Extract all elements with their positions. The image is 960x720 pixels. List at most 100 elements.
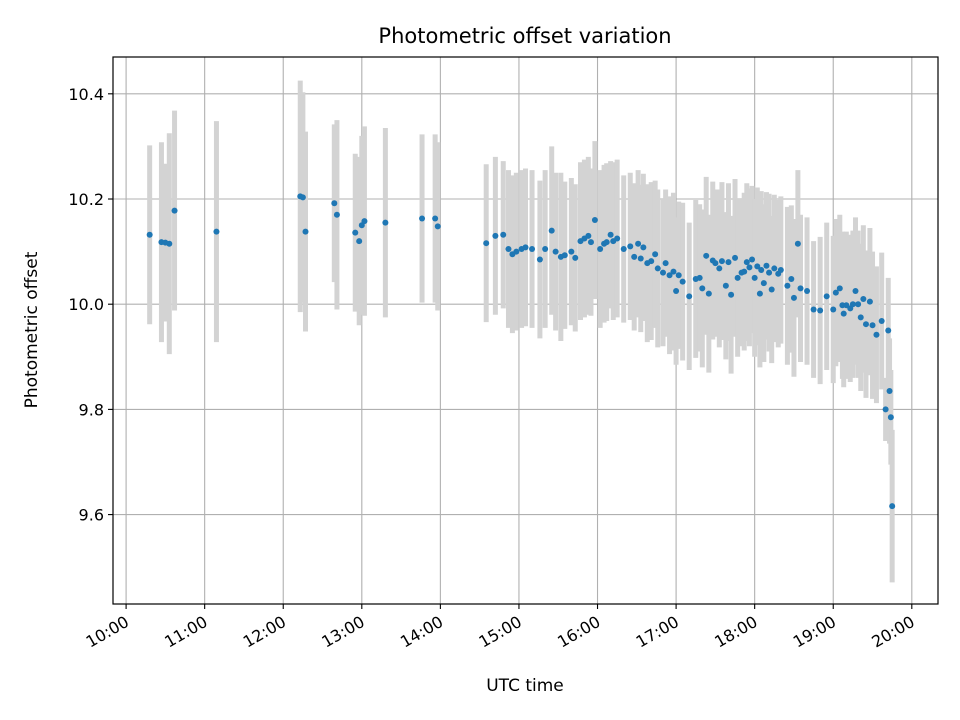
data-point bbox=[587, 239, 594, 246]
data-point bbox=[213, 228, 220, 235]
data-points bbox=[146, 193, 896, 510]
data-point bbox=[561, 252, 568, 259]
data-point bbox=[536, 256, 543, 263]
data-point bbox=[635, 240, 642, 247]
data-point bbox=[751, 274, 758, 281]
data-point bbox=[631, 253, 638, 260]
data-point bbox=[852, 288, 859, 295]
data-point bbox=[705, 290, 712, 297]
data-point bbox=[432, 215, 439, 222]
data-point bbox=[548, 227, 555, 234]
data-point bbox=[620, 245, 627, 252]
data-point bbox=[732, 254, 739, 261]
data-point bbox=[857, 314, 864, 321]
data-point bbox=[743, 259, 750, 266]
data-point bbox=[763, 262, 770, 269]
data-point bbox=[637, 255, 644, 262]
data-point bbox=[299, 194, 306, 201]
data-point bbox=[699, 285, 706, 292]
data-point bbox=[640, 244, 647, 251]
data-point bbox=[171, 207, 178, 214]
data-point bbox=[804, 288, 811, 295]
data-point bbox=[741, 268, 748, 275]
data-point bbox=[756, 290, 763, 297]
data-point bbox=[673, 288, 680, 295]
y-tick-label: 9.6 bbox=[79, 506, 104, 525]
data-point bbox=[522, 244, 529, 251]
y-tick-label: 10.4 bbox=[68, 85, 104, 104]
data-point bbox=[652, 251, 659, 258]
data-point bbox=[746, 264, 753, 271]
data-point bbox=[754, 263, 761, 270]
data-point bbox=[771, 265, 778, 272]
data-point bbox=[662, 260, 669, 267]
data-point bbox=[703, 252, 710, 259]
data-point bbox=[500, 231, 507, 238]
data-point bbox=[542, 245, 549, 252]
data-point bbox=[718, 258, 725, 265]
data-point bbox=[552, 248, 559, 255]
data-point bbox=[603, 239, 610, 246]
data-point bbox=[790, 294, 797, 301]
data-point bbox=[725, 259, 732, 266]
data-point bbox=[749, 256, 756, 263]
data-point bbox=[361, 218, 368, 225]
data-point bbox=[333, 211, 340, 218]
data-point bbox=[585, 232, 592, 239]
data-point bbox=[686, 293, 693, 300]
y-tick-label: 10.0 bbox=[68, 295, 104, 314]
data-point bbox=[768, 286, 775, 293]
data-point bbox=[722, 282, 729, 289]
data-point bbox=[885, 327, 892, 334]
data-point bbox=[331, 200, 338, 207]
plot-frame bbox=[112, 56, 939, 605]
data-point bbox=[728, 291, 735, 298]
data-point bbox=[836, 285, 843, 292]
data-point bbox=[568, 248, 575, 255]
data-point bbox=[832, 289, 839, 296]
data-point bbox=[591, 217, 598, 224]
data-point bbox=[794, 240, 801, 247]
data-point bbox=[862, 321, 869, 328]
data-point bbox=[760, 280, 767, 287]
data-point bbox=[886, 387, 893, 394]
data-point bbox=[866, 298, 873, 305]
data-point bbox=[887, 414, 894, 421]
data-point bbox=[382, 219, 389, 226]
y-tick-label: 9.8 bbox=[79, 400, 104, 419]
data-point bbox=[734, 274, 741, 281]
data-point bbox=[855, 301, 862, 308]
data-point bbox=[766, 269, 773, 276]
data-point bbox=[817, 307, 824, 314]
data-point bbox=[660, 269, 666, 276]
data-point bbox=[777, 267, 784, 274]
data-point bbox=[873, 331, 880, 338]
data-point bbox=[679, 278, 686, 285]
data-point bbox=[654, 265, 661, 272]
data-point bbox=[784, 282, 791, 289]
data-point bbox=[889, 503, 896, 510]
data-point bbox=[810, 306, 817, 313]
data-point bbox=[696, 274, 703, 281]
data-point bbox=[830, 306, 837, 313]
data-point bbox=[860, 295, 867, 302]
data-point bbox=[712, 260, 719, 267]
data-point bbox=[434, 223, 441, 230]
data-point bbox=[146, 231, 153, 238]
data-point bbox=[597, 245, 604, 252]
data-point bbox=[505, 245, 512, 252]
data-point bbox=[529, 245, 536, 252]
data-point bbox=[513, 248, 520, 255]
data-point bbox=[666, 272, 673, 279]
data-point bbox=[849, 301, 856, 308]
y-axis-title: Photometric offset bbox=[22, 251, 42, 408]
data-point bbox=[483, 240, 490, 247]
data-point bbox=[356, 238, 363, 245]
data-point bbox=[492, 232, 499, 239]
data-point bbox=[882, 406, 889, 413]
data-point bbox=[670, 268, 677, 275]
data-point bbox=[797, 285, 804, 292]
data-point bbox=[840, 310, 847, 317]
data-point bbox=[419, 215, 426, 222]
